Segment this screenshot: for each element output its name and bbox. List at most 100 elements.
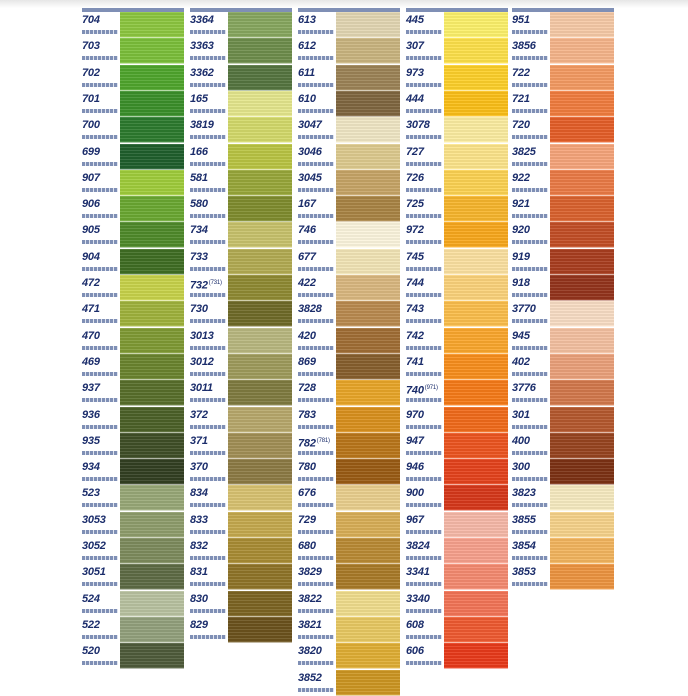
- thread-swatch: [120, 222, 184, 249]
- thread-swatch: [228, 64, 292, 91]
- shade-code: 906: [82, 197, 126, 212]
- ruler-ticks: [512, 319, 548, 324]
- thread-swatch: [120, 538, 184, 564]
- column-header-bar: [406, 8, 508, 12]
- alternate-code: (971): [424, 385, 438, 392]
- color-row: 3828: [298, 301, 400, 328]
- thread-swatch: [550, 12, 614, 38]
- column-header-bar: [190, 8, 292, 12]
- color-row: 3824: [406, 538, 508, 564]
- ruler-ticks: [298, 108, 334, 113]
- ruler-ticks: [512, 293, 548, 297]
- thread-swatch: [120, 406, 184, 433]
- top-edge-shadow: [0, 0, 688, 8]
- shade-code: 3045: [298, 171, 342, 186]
- ruler-ticks: [190, 82, 226, 87]
- shade-code: 700: [82, 118, 126, 133]
- ruler-ticks: [512, 477, 548, 482]
- shade-code: 935: [82, 434, 126, 449]
- ruler-ticks: [82, 477, 118, 482]
- ruler-ticks: [190, 135, 226, 140]
- ruler-ticks: [406, 56, 442, 61]
- thread-swatch: [120, 353, 184, 380]
- color-row: 470: [82, 327, 184, 354]
- thread-swatch: [228, 248, 292, 275]
- ruler-ticks: [298, 319, 334, 324]
- ruler-ticks: [298, 30, 334, 34]
- shade-code: 371: [190, 434, 234, 449]
- color-row: 3341: [406, 564, 508, 591]
- ruler-ticks: [82, 240, 118, 245]
- shade-code-text: 676: [298, 487, 316, 500]
- shade-code: 471: [82, 302, 126, 317]
- color-row: 727: [406, 143, 508, 170]
- thread-swatch: [228, 353, 292, 380]
- thread-swatch: [550, 380, 614, 407]
- shade-code: 704: [82, 13, 126, 28]
- shade-code: 920: [512, 223, 556, 238]
- color-row: 744: [406, 275, 508, 301]
- thread-swatch: [120, 616, 184, 643]
- shade-code-text: 699: [82, 145, 100, 158]
- thread-swatch: [228, 169, 292, 196]
- shade-code-text: 301: [512, 408, 530, 421]
- color-row: 3046: [298, 143, 400, 170]
- shade-code-text: 722: [512, 66, 530, 79]
- color-row: 783: [298, 406, 400, 433]
- shade-code: 167: [298, 197, 342, 212]
- ruler-ticks: [512, 424, 548, 429]
- thread-swatch: [444, 327, 508, 354]
- thread-swatch: [336, 380, 400, 407]
- shade-code: 3821: [298, 618, 342, 633]
- thread-swatch: [336, 590, 400, 617]
- shade-code-text: 3823: [512, 487, 536, 500]
- shade-code-text: 3364: [190, 14, 214, 26]
- color-row: 830: [190, 590, 292, 617]
- color-row: 608: [406, 616, 508, 643]
- thread-swatch: [444, 643, 508, 670]
- shade-code-text: 704: [82, 14, 100, 26]
- color-row: 945: [512, 327, 614, 354]
- shade-code: 970: [406, 408, 450, 423]
- shade-code: 522: [82, 618, 126, 633]
- shade-code: 783: [298, 408, 342, 423]
- shade-code: 165: [190, 92, 234, 107]
- ruler-ticks: [298, 556, 334, 560]
- color-row: 420: [298, 327, 400, 354]
- thread-swatch: [444, 169, 508, 196]
- ruler-ticks: [82, 108, 118, 113]
- thread-swatch: [550, 353, 614, 380]
- shade-code-text: 869: [298, 355, 316, 368]
- color-row: 610: [298, 90, 400, 117]
- shade-code: 612: [298, 39, 342, 54]
- thread-swatch: [444, 406, 508, 433]
- thread-swatch: [228, 222, 292, 249]
- thread-swatch: [444, 38, 508, 65]
- shade-code-text: 3822: [298, 592, 322, 605]
- shade-code: 523: [82, 486, 126, 501]
- thread-swatch: [550, 169, 614, 196]
- shade-code-text: 524: [82, 592, 100, 605]
- ruler-ticks: [406, 450, 442, 455]
- shade-code: 730: [190, 302, 234, 317]
- shade-code-text: 422: [298, 277, 316, 289]
- shade-code: 732(731): [190, 276, 234, 292]
- thread-swatch: [228, 380, 292, 407]
- shade-code-text: 740: [406, 384, 424, 397]
- color-row: 832: [190, 538, 292, 564]
- thread-swatch: [550, 327, 614, 354]
- shade-code: 832: [190, 539, 234, 554]
- thread-swatch: [550, 248, 614, 275]
- thread-swatch: [444, 459, 508, 486]
- shade-code-text: 904: [82, 250, 100, 263]
- shade-code: 904: [82, 250, 126, 265]
- color-row: 918: [512, 275, 614, 301]
- shade-code: 3013: [190, 329, 234, 344]
- ruler-ticks: [190, 187, 226, 192]
- ruler-ticks: [82, 529, 118, 534]
- thread-swatch: [228, 538, 292, 564]
- shade-code-text: 445: [406, 14, 424, 26]
- thread-swatch: [444, 143, 508, 170]
- thread-swatch: [336, 669, 400, 696]
